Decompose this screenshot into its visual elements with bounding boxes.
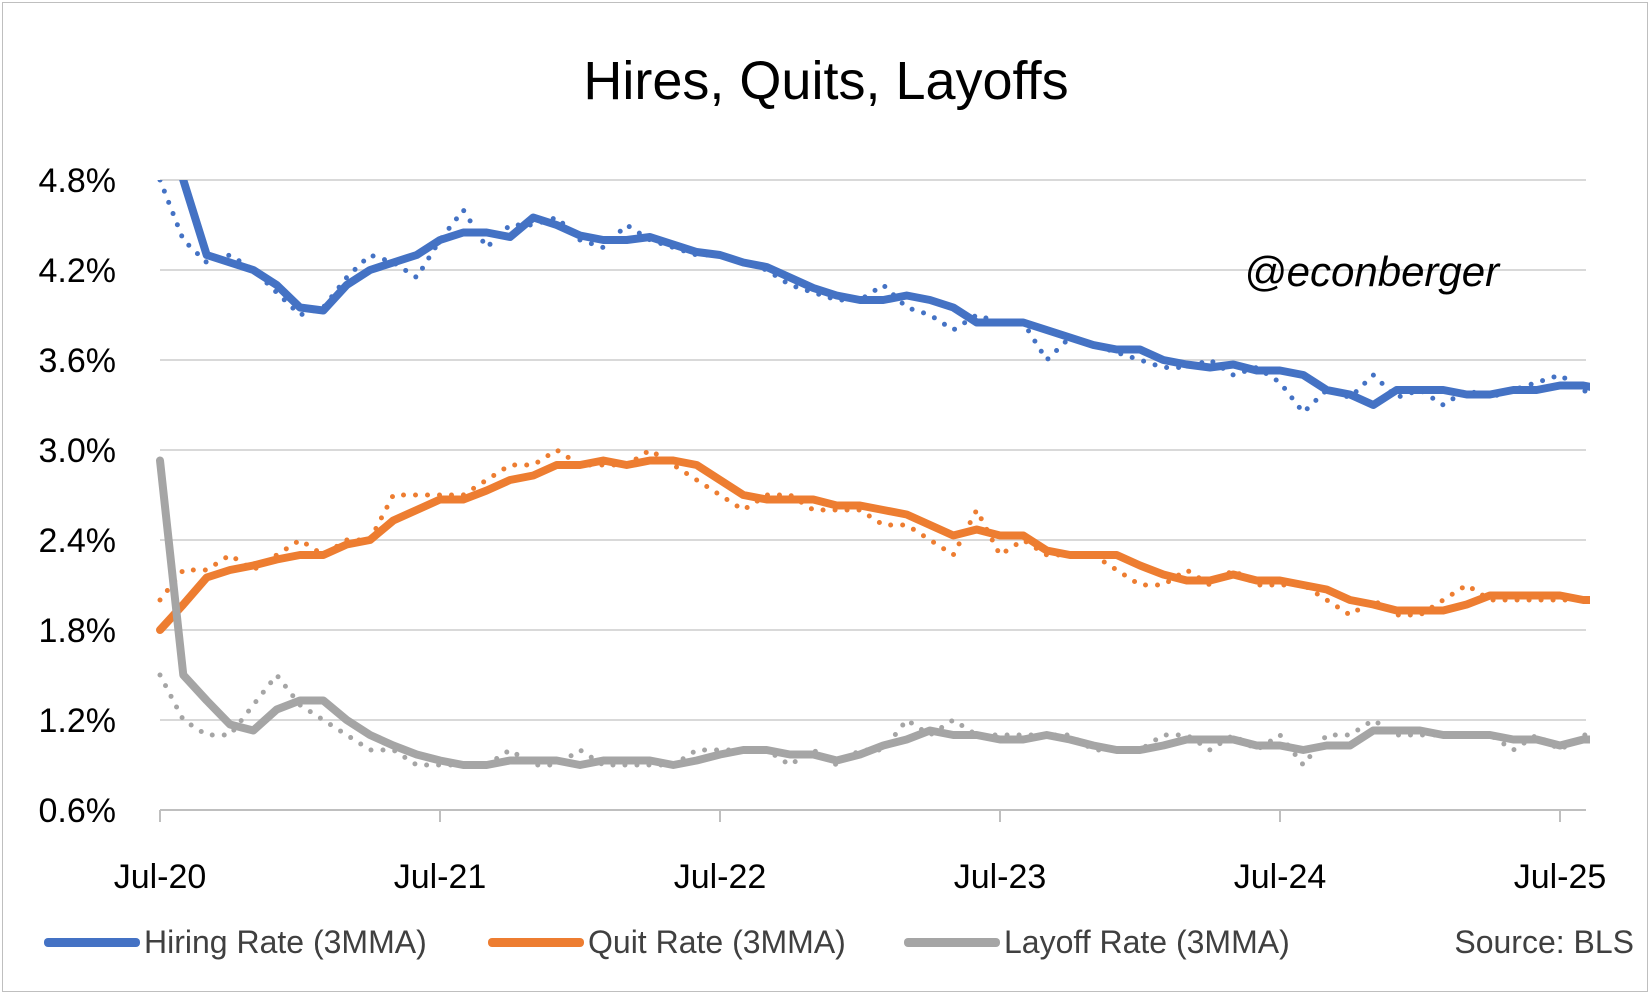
series-line-quits-monthly (157, 447, 1590, 618)
y-tick-label: 1.2% (39, 702, 117, 740)
x-tick-label: Jul-21 (394, 858, 487, 896)
source-note: Source: BLS (1454, 924, 1634, 960)
legend-swatch-quits (488, 937, 584, 947)
plot-area (156, 180, 1590, 769)
x-tick-label: Jul-25 (1514, 858, 1607, 896)
gridlines (160, 179, 1586, 721)
legend-swatch-hires (44, 937, 140, 947)
author-handle: @econberger (1244, 248, 1500, 295)
legend-item-quits: Quit Rate (3MMA) (488, 922, 846, 962)
legend-item-layoffs: Layoff Rate (3MMA) (904, 922, 1290, 962)
series-line-layoffs (156, 456, 1590, 769)
x-tick-label: Jul-20 (114, 858, 207, 896)
x-axis: Jul-20 Jul-21 Jul-22 Jul-23 Jul-24 Jul-25 (114, 809, 1607, 896)
series-line-quits (156, 456, 1590, 634)
legend-swatch-layoffs (904, 937, 1000, 947)
x-tick-label: Jul-24 (1234, 858, 1327, 896)
x-tick-label: Jul-22 (674, 858, 767, 896)
series-line-hires (179, 180, 1590, 409)
y-tick-label: 3.6% (39, 342, 117, 380)
y-tick-label: 4.2% (39, 252, 117, 290)
legend-label-quits: Quit Rate (3MMA) (588, 923, 846, 960)
legend-label-layoffs: Layoff Rate (3MMA) (1004, 923, 1290, 960)
y-tick-label: 0.6% (39, 792, 117, 830)
x-tick-label: Jul-23 (954, 858, 1047, 896)
legend-label-hires: Hiring Rate (3MMA) (144, 923, 427, 960)
y-tick-label: 4.8% (39, 162, 117, 200)
chart-title: Hires, Quits, Layoffs (583, 51, 1069, 111)
y-tick-label: 2.4% (39, 522, 117, 560)
legend: Hiring Rate (3MMA) Quit Rate (3MMA) Layo… (44, 922, 1634, 962)
y-tick-label: 1.8% (39, 612, 117, 650)
y-axis: 0.6% 1.2% 1.8% 2.4% 3.0% 3.6% 4.2% 4.8% (39, 162, 117, 830)
legend-item-hires: Hiring Rate (3MMA) (44, 922, 427, 962)
y-tick-label: 3.0% (39, 432, 117, 470)
